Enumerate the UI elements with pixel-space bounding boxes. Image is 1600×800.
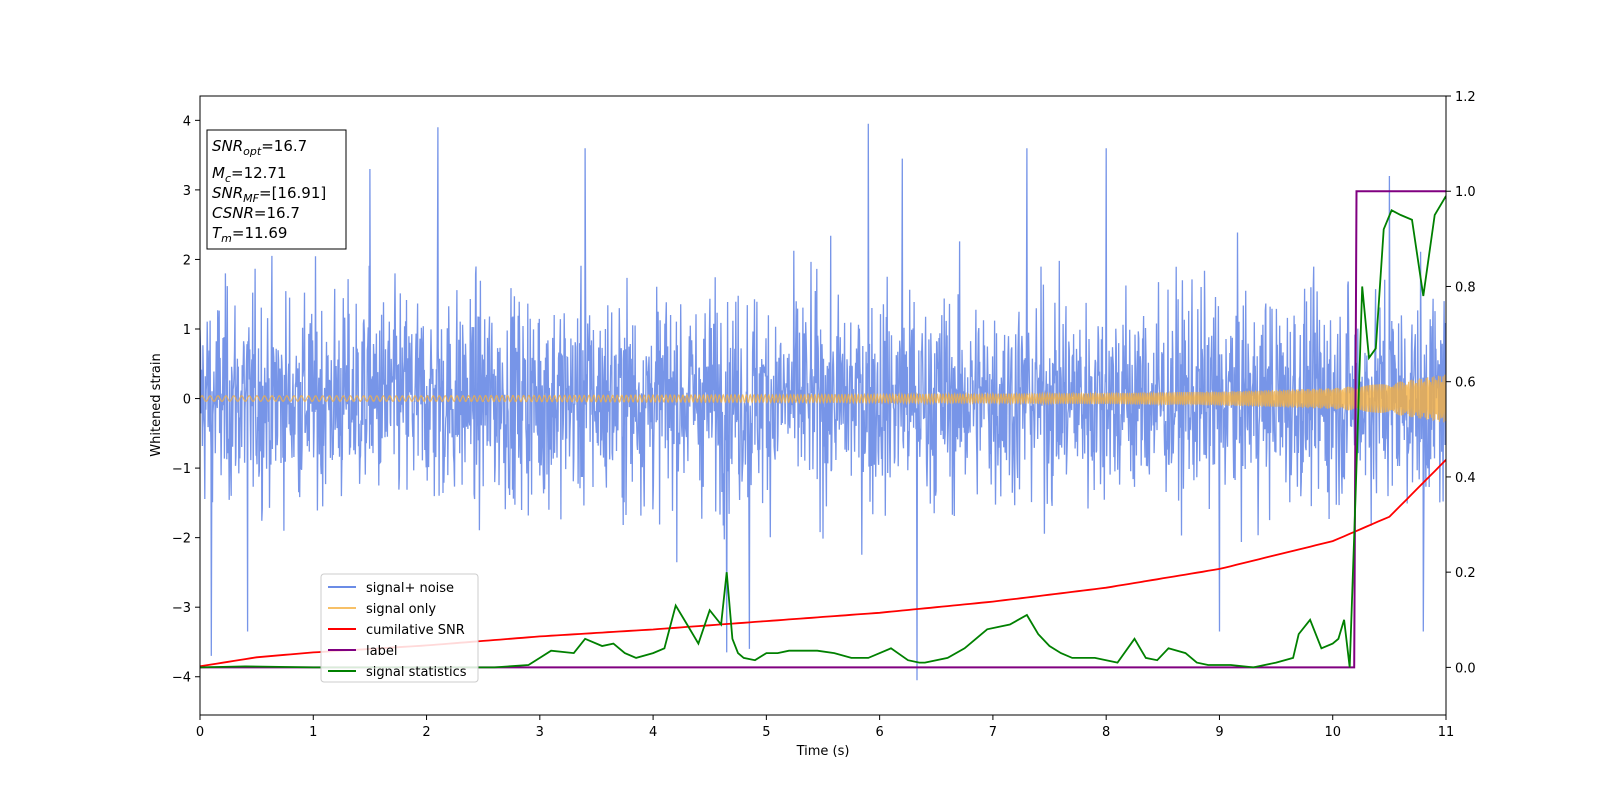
axes: 0 1 2 3 4 5 6 7 8 9 10 11 −4 −3 −2 −1 0 1 2 3 4 0.0 0.2 0.4 0.6 0… (172, 90, 1476, 740)
x-tick-label: 7 (989, 725, 997, 740)
x-axis-label: Time (s) (796, 744, 850, 759)
y2-tick-label: 0.4 (1455, 471, 1476, 486)
y2-tick-label: 1.2 (1455, 90, 1476, 105)
x-tick-label: 9 (1215, 725, 1223, 740)
y2-tick-label: 0.2 (1455, 566, 1476, 581)
legend-frame (320, 573, 479, 683)
legend-label: cumilative SNR (366, 623, 465, 638)
x-tick-label: 4 (649, 725, 657, 740)
info-box-frame (206, 129, 347, 250)
y-tick-label: −1 (172, 462, 191, 477)
info-csnr: CSNR=16.7 (212, 204, 300, 222)
info-chirp-mass: Mc=12.71 (212, 164, 287, 185)
y-tick-label: −4 (172, 671, 191, 686)
series-signal-noise (200, 123, 1446, 681)
series-signal-only (200, 374, 1446, 423)
x-tick-label: 0 (196, 725, 204, 740)
x-tick-label: 8 (1102, 725, 1110, 740)
x-tick-label: 3 (536, 725, 544, 740)
y2-tick-label: 1.0 (1455, 185, 1476, 200)
y-axis-label: Whitened strain (149, 353, 164, 456)
legend-label: signal only (366, 602, 436, 617)
x-tick-label: 11 (1438, 725, 1455, 740)
x-tick-label: 2 (422, 725, 430, 740)
info-box: SNRopt=16.7 Mc=12.71 SNRMF=[16.91] CSNR=… (206, 129, 347, 250)
legend-label: label (366, 644, 397, 659)
x-tick-label: 1 (309, 725, 317, 740)
legend: signal+ noise signal only cumilative SNR la… (320, 573, 479, 683)
y-tick-label: 1 (183, 323, 191, 338)
series-signal-statistics (200, 195, 1446, 669)
y-tick-label: 4 (183, 114, 191, 129)
info-snr-mf: SNRMF=[16.91] (212, 184, 326, 205)
legend-label: signal statistics (366, 665, 467, 680)
y-tick-label: 2 (183, 253, 191, 268)
y2-tick-label: 0.8 (1455, 280, 1476, 295)
x-tick-label: 6 (875, 725, 883, 740)
y-tick-label: −2 (172, 532, 191, 547)
info-tm: Tm=11.69 (212, 224, 287, 245)
y2-tick-label: 0.0 (1455, 661, 1476, 676)
y-tick-label: 0 (183, 393, 191, 408)
y-tick-label: 3 (183, 184, 191, 199)
info-snr-opt: SNRopt=16.7 (212, 137, 307, 158)
series-label (200, 190, 1446, 669)
x-tick-label: 10 (1324, 725, 1341, 740)
y2-tick-label: 0.6 (1455, 376, 1476, 391)
y-tick-label: −3 (172, 601, 191, 616)
x-tick-label: 5 (762, 725, 770, 740)
plot-frame (199, 95, 1447, 716)
legend-label: signal+ noise (366, 581, 454, 596)
